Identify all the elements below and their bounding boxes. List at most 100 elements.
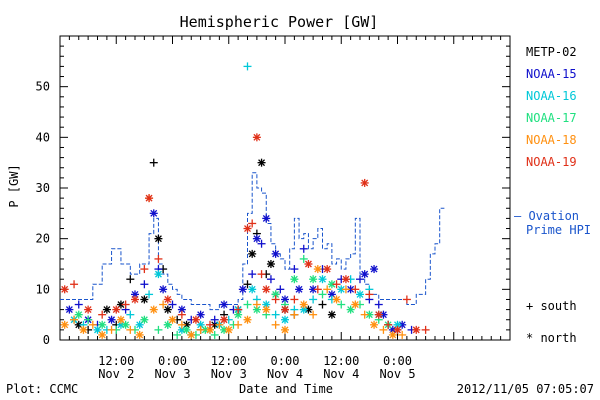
north-marker <box>262 214 271 223</box>
north-marker <box>351 300 360 309</box>
north-marker <box>252 234 261 243</box>
north-marker <box>281 325 289 334</box>
ovation-step-line <box>60 172 445 311</box>
north-marker <box>290 275 299 284</box>
ovation-line <box>60 172 445 311</box>
south-marker <box>159 300 168 309</box>
south-marker <box>140 280 149 289</box>
south-marker <box>398 330 407 339</box>
north-marker <box>248 285 257 294</box>
south-marker <box>351 285 360 294</box>
north-marker <box>140 295 149 304</box>
x-tick-label-date: Nov 4 <box>323 367 359 381</box>
south-marker <box>154 325 163 334</box>
north-marker <box>65 305 74 314</box>
south-marker <box>271 320 280 329</box>
x-tick-label-date: Nov 2 <box>98 367 134 381</box>
north-marker <box>154 234 163 243</box>
south-marker <box>234 305 243 314</box>
north-marker <box>145 194 154 203</box>
x-tick-label-time: 0:00 <box>158 354 187 368</box>
plot-frame <box>59 35 511 341</box>
north-marker <box>79 325 88 334</box>
north-marker <box>220 300 229 309</box>
south-marker <box>168 300 177 309</box>
x-tick-label-time: 0:00 <box>383 354 412 368</box>
north-marker <box>224 325 233 334</box>
north-marker <box>271 249 280 258</box>
north-marker <box>313 265 322 274</box>
north-marker <box>341 275 350 284</box>
north-marker <box>163 305 172 314</box>
legend: METP-02 NOAA-15 NOAA-16 NOAA-17 NOAA-18 NOAA-… <box>514 45 591 237</box>
north-marker <box>220 315 229 324</box>
north-marker <box>149 209 158 218</box>
south-marker <box>98 310 107 319</box>
north-marker <box>252 133 261 142</box>
south-marker <box>271 295 280 304</box>
north-marker <box>234 310 243 319</box>
north-marker <box>281 305 289 314</box>
x-tick-label-date: Nov 4 <box>267 367 303 381</box>
south-marker <box>107 325 116 334</box>
north-marker <box>332 295 341 304</box>
south-marker <box>271 310 280 319</box>
north-marker <box>337 285 346 294</box>
south-marker <box>234 320 243 329</box>
south-marker <box>318 290 327 299</box>
south-marker <box>88 320 97 329</box>
north-marker <box>243 315 252 324</box>
chart-title: Hemispheric Power [GW] <box>180 13 379 31</box>
legend-item: NOAA-16 <box>526 89 577 103</box>
north-marker <box>60 285 69 294</box>
south-marker <box>313 285 322 294</box>
south-marker <box>126 310 135 319</box>
x-axis-label: Date and Time <box>239 382 333 396</box>
south-marker <box>74 300 83 309</box>
north-marker <box>84 305 93 314</box>
south-marker <box>154 254 163 263</box>
north-marker <box>262 285 271 294</box>
north-marker <box>98 320 107 329</box>
south-marker <box>248 219 257 228</box>
north-marker <box>412 325 421 334</box>
north-marker <box>360 270 369 279</box>
south-marker <box>121 300 130 309</box>
north-marker <box>374 310 383 319</box>
south-marker <box>126 275 135 284</box>
north-marker <box>243 224 252 233</box>
south-marker <box>299 254 308 263</box>
y-tick-label: 30 <box>36 181 50 195</box>
south-marker <box>210 330 219 339</box>
x-tick-label-date: Nov 3 <box>154 367 190 381</box>
north-marker <box>107 315 116 324</box>
south-marker <box>70 280 79 289</box>
south-marker <box>177 320 186 329</box>
x-tick-label-time: 12:00 <box>98 354 134 368</box>
north-marker <box>281 315 289 324</box>
x-tick-label-time: 0:00 <box>271 354 300 368</box>
marker-legend-south: + south <box>526 299 577 313</box>
north-marker <box>309 275 318 284</box>
north-marker <box>370 320 379 329</box>
south-marker <box>421 325 430 334</box>
south-marker <box>309 310 318 319</box>
legend-ovation-line2: Prime HPI <box>526 223 591 237</box>
north-marker <box>266 260 275 268</box>
south-marker <box>332 280 341 289</box>
north-marker <box>163 320 172 329</box>
south-marker <box>356 275 364 284</box>
south-marker <box>323 285 332 294</box>
south-marker <box>196 325 205 334</box>
south-marker <box>374 300 383 309</box>
y-tick-label: 10 <box>36 282 50 296</box>
x-tick-label-date: Nov 3 <box>211 367 247 381</box>
north-marker <box>135 330 144 339</box>
south-marker <box>299 244 308 253</box>
plot-credit: Plot: CCMC <box>6 382 78 396</box>
north-marker <box>248 249 257 258</box>
south-marker <box>70 315 79 324</box>
legend-item: NOAA-17 <box>526 111 577 125</box>
north-marker <box>154 270 163 279</box>
